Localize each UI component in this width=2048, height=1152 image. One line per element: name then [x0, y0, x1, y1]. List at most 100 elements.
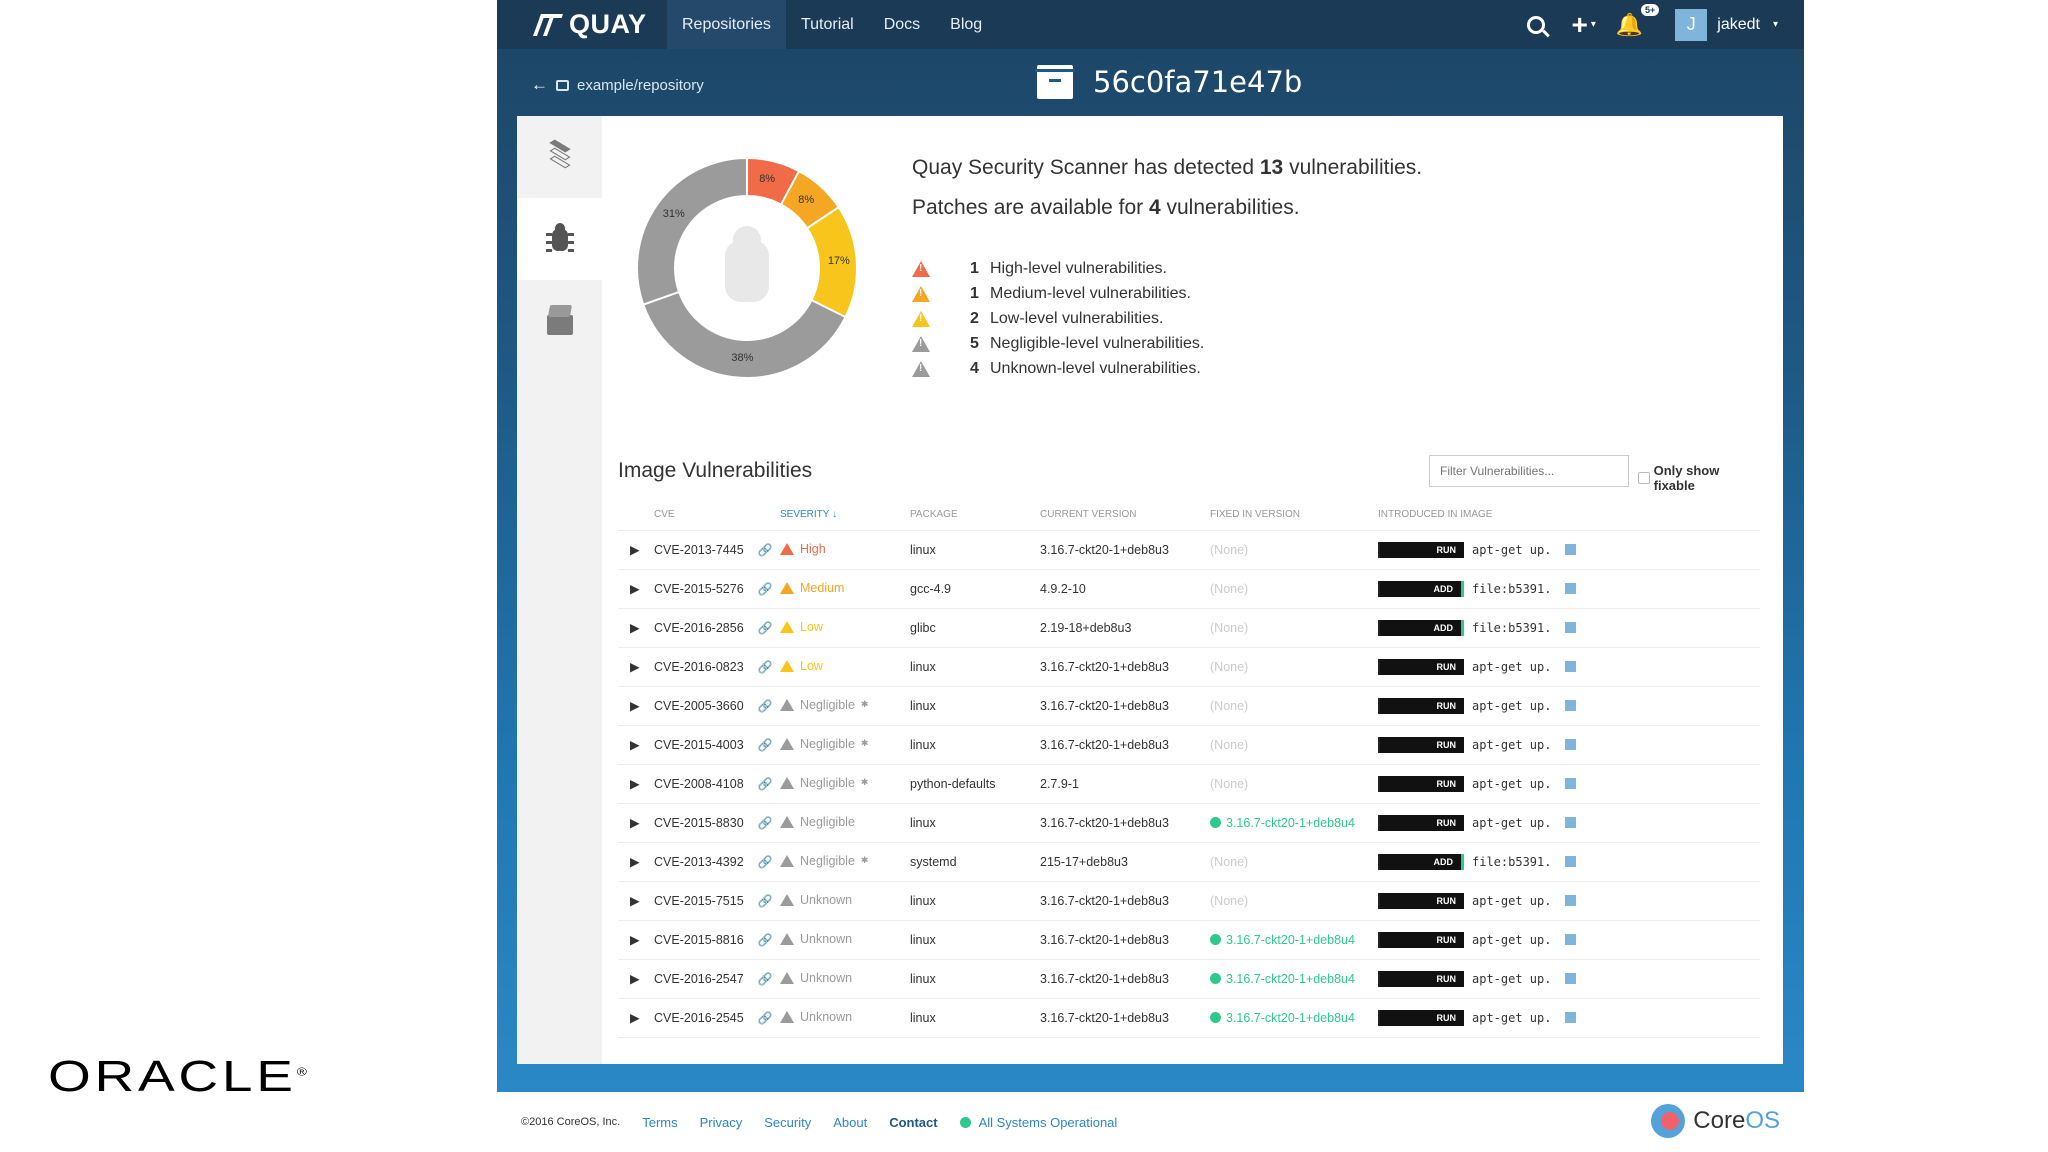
tab-layers[interactable] [517, 116, 602, 198]
table-row[interactable]: ▶ CVE-2005-3660 🔗 Negligible ✱ linux 3.16.7-c… [618, 686, 1760, 726]
cve-id[interactable]: CVE-2015-4003 [654, 737, 744, 752]
layer-details-icon[interactable] [1565, 583, 1577, 594]
external-link-icon[interactable]: 🔗 [757, 620, 773, 635]
layer-details-icon[interactable] [1565, 973, 1577, 984]
system-status[interactable]: All Systems Operational [978, 1114, 1118, 1130]
tab-packages[interactable] [517, 280, 602, 362]
footer-link-contact[interactable]: Contact [889, 1114, 938, 1130]
expand-row-icon[interactable]: ▶ [618, 530, 654, 570]
user-menu[interactable]: J jakedt ▾ [1675, 8, 1778, 41]
expand-row-icon[interactable]: ▶ [618, 959, 654, 999]
layer-details-icon[interactable] [1565, 895, 1577, 906]
external-link-icon[interactable]: 🔗 [757, 932, 773, 947]
external-link-icon[interactable]: 🔗 [757, 893, 773, 908]
cve-id[interactable]: CVE-2016-0823 [654, 659, 744, 674]
cve-id[interactable]: CVE-2015-8816 [654, 932, 744, 947]
nav-link-blog[interactable]: Blog [950, 15, 983, 33]
nav-link-tutorial[interactable]: Tutorial [800, 15, 854, 33]
cve-id[interactable]: CVE-2015-7515 [654, 893, 744, 908]
expand-row-icon[interactable]: ▶ [618, 881, 654, 921]
expand-row-icon[interactable]: ▶ [618, 608, 654, 648]
create-new-button[interactable]: + ▾ [1571, 10, 1595, 39]
layer-details-icon[interactable] [1565, 739, 1577, 750]
breadcrumb[interactable]: ← example/repository [531, 75, 704, 95]
col-introduced-in-image[interactable]: INTRODUCED IN IMAGE [1378, 500, 1760, 531]
table-row[interactable]: ▶ CVE-2013-7445 🔗 High linux 3.16.7-ckt20-1+d… [618, 530, 1760, 570]
donut-slice[interactable] [641, 290, 847, 379]
layer-details-icon[interactable] [1565, 817, 1577, 828]
footer-link-terms[interactable]: Terms [642, 1114, 678, 1130]
external-link-icon[interactable]: 🔗 [757, 1010, 773, 1025]
footer-link-security[interactable]: Security [764, 1114, 812, 1130]
external-link-icon[interactable]: 🔗 [757, 542, 773, 557]
external-link-icon[interactable]: 🔗 [757, 854, 773, 869]
cve-id[interactable]: CVE-2005-3660 [654, 698, 744, 713]
table-row[interactable]: ▶ CVE-2016-0823 🔗 Low linux 3.16.7-ckt20-1+de… [618, 647, 1760, 687]
external-link-icon[interactable]: 🔗 [757, 737, 773, 752]
layer-details-icon[interactable] [1565, 544, 1577, 555]
expand-row-icon[interactable]: ▶ [618, 647, 654, 687]
layer-details-icon[interactable] [1565, 1012, 1577, 1023]
fixed-version-cell: (None) [1210, 842, 1378, 882]
col-severity[interactable]: SEVERITY ↓ [780, 500, 910, 531]
table-row[interactable]: ▶ CVE-2015-8830 🔗 Negligible linux 3.16.7-ckt… [618, 803, 1760, 843]
donut-slice[interactable] [636, 156, 748, 306]
fixable-checkbox[interactable] [1638, 472, 1650, 484]
expand-row-icon[interactable]: ▶ [618, 569, 654, 609]
cve-id[interactable]: CVE-2016-2545 [654, 1010, 744, 1025]
expand-row-icon[interactable]: ▶ [618, 725, 654, 765]
table-row[interactable]: ▶ CVE-2015-7515 🔗 Unknown linux 3.16.7-ckt20-… [618, 881, 1760, 921]
external-link-icon[interactable]: 🔗 [757, 971, 773, 986]
only-fixable-toggle[interactable]: Only show fixable [1638, 463, 1760, 493]
col-cve[interactable]: CVE [654, 500, 780, 531]
expand-row-icon[interactable]: ▶ [618, 842, 654, 882]
expand-row-icon[interactable]: ▶ [618, 764, 654, 804]
expand-row-icon[interactable]: ▶ [618, 920, 654, 960]
layer-details-icon[interactable] [1565, 778, 1577, 789]
table-row[interactable]: ▶ CVE-2015-5276 🔗 Medium gcc-4.9 4.9.2-10 (Non… [618, 569, 1760, 609]
table-row[interactable]: ▶ CVE-2013-4392 🔗 Negligible ✱ systemd 215-17… [618, 842, 1760, 882]
back-arrow-icon[interactable]: ← [531, 75, 548, 94]
table-row[interactable]: ▶ CVE-2008-4108 🔗 Negligible ✱ python-defaul… [618, 764, 1760, 804]
table-row[interactable]: ▶ CVE-2015-8816 🔗 Unknown linux 3.16.7-ckt20-… [618, 920, 1760, 960]
cve-id[interactable]: CVE-2015-5276 [654, 581, 744, 596]
external-link-icon[interactable]: 🔗 [757, 815, 773, 830]
footer-link-about[interactable]: About [833, 1114, 868, 1130]
nav-link-repositories[interactable]: Repositories [667, 0, 786, 49]
cve-id[interactable]: CVE-2013-4392 [654, 854, 744, 869]
coreos-logo[interactable]: CoreOS [1651, 1104, 1780, 1138]
layer-details-icon[interactable] [1565, 934, 1577, 945]
quay-logo[interactable]: QUAY [532, 9, 655, 40]
cve-id[interactable]: CVE-2015-8830 [654, 815, 744, 830]
external-link-icon[interactable]: 🔗 [757, 698, 773, 713]
layer-details-icon[interactable] [1565, 661, 1577, 672]
col-package[interactable]: PACKAGE [910, 500, 1040, 531]
layer-details-icon[interactable] [1565, 622, 1577, 633]
col-fixed-version[interactable]: FIXED IN VERSION [1210, 500, 1378, 531]
cve-id[interactable]: CVE-2013-7445 [654, 542, 744, 557]
cve-id[interactable]: CVE-2016-2547 [654, 971, 744, 986]
external-link-icon[interactable]: 🔗 [757, 659, 773, 674]
table-row[interactable]: ▶ CVE-2016-2547 🔗 Unknown linux 3.16.7-ckt20-… [618, 959, 1760, 999]
external-link-icon[interactable]: 🔗 [757, 776, 773, 791]
table-row[interactable]: ▶ CVE-2015-4003 🔗 Negligible ✱ linux 3.16.7-c… [618, 725, 1760, 765]
col-current-version[interactable]: CURRENT VERSION [1040, 500, 1210, 531]
layer-details-icon[interactable] [1565, 856, 1577, 867]
cve-id[interactable]: CVE-2008-4108 [654, 776, 744, 791]
nav-link-docs[interactable]: Docs [883, 15, 921, 33]
search-icon[interactable] [1527, 15, 1546, 34]
bell-icon[interactable]: 🔔 5+ [1616, 3, 1660, 38]
expand-row-icon[interactable]: ▶ [618, 998, 654, 1038]
layer-details-icon[interactable] [1565, 700, 1577, 711]
warning-icon [780, 1010, 794, 1023]
footer-link-privacy[interactable]: Privacy [699, 1114, 743, 1130]
cve-id[interactable]: CVE-2016-2856 [654, 620, 744, 635]
external-link-icon[interactable]: 🔗 [757, 581, 773, 596]
table-row[interactable]: ▶ CVE-2016-2545 🔗 Unknown linux 3.16.7-ckt20-… [618, 998, 1760, 1038]
table-row[interactable]: ▶ CVE-2016-2856 🔗 Low glibc 2.19-18+deb8u3 (No… [618, 608, 1760, 648]
expand-row-icon[interactable]: ▶ [618, 686, 654, 726]
breadcrumb-repository[interactable]: example/repository [577, 76, 704, 94]
tab-security-scan[interactable] [517, 198, 602, 280]
expand-row-icon[interactable]: ▶ [618, 803, 654, 843]
filter-vulnerabilities-input[interactable] [1429, 455, 1629, 487]
